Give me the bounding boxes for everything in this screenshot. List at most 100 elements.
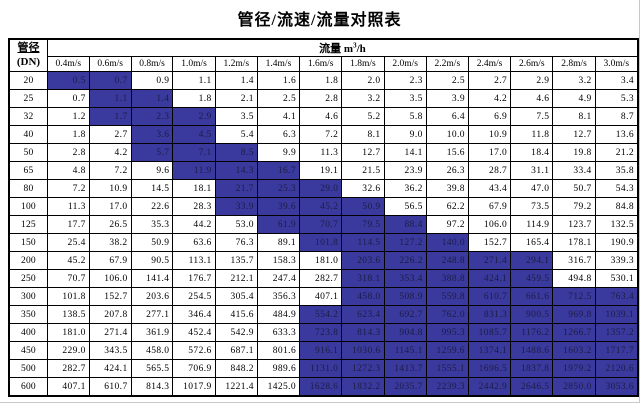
flow-cell: 8.1 [552,107,596,126]
flow-cell: 5.8 [383,107,427,126]
flow-cell: 661.6 [510,287,554,306]
flow-cell: 407.1 [299,287,343,306]
flow-cell: 2.1 [214,89,258,108]
dn-cell: 600 [8,377,48,397]
flow-cell: 141.4 [130,269,174,288]
dn-cell: 500 [8,359,48,378]
flow-cell: 356.3 [256,287,301,306]
flow-cell: 178.1 [552,233,596,252]
flow-cell: 1717.7 [594,341,639,360]
flow-cell: 3.2 [552,71,596,90]
flow-cell: 9.6 [130,161,174,180]
velocity-header: 2.4m/s [467,56,512,72]
flow-cell: 723.8 [299,323,343,342]
flow-cell: 79.2 [552,197,596,216]
flow-cell: 38.2 [88,233,132,252]
flow-cell: 43.4 [467,179,512,198]
velocity-header: 0.4m/s [46,56,90,72]
flow-cell: 2850.0 [552,377,596,397]
flow-cell: 1.8 [172,89,216,108]
flow-cell: 559.8 [425,287,469,306]
flow-cell: 1085.7 [467,323,512,342]
flow-cell: 33.4 [552,161,596,180]
flow-cell: 1603.2 [552,341,596,360]
flow-cell: 70.7 [299,215,343,234]
flow-cell: 4.6 [510,89,554,108]
flow-cell: 26.5 [88,215,132,234]
flow-cell: 2120.6 [594,359,639,378]
flow-cell: 282.7 [46,359,90,378]
velocity-header: 2.8m/s [552,56,596,72]
dn-cell: 40 [8,125,48,144]
flow-cell: 1.6 [256,71,301,90]
flow-cell: 0.7 [46,89,90,108]
flow-cell: 542.9 [214,323,258,342]
flow-rate-superscript: 3 [353,41,357,50]
flow-header-row: 管径 (DN) 流量 m3/h [8,38,639,72]
flow-cell: 212.1 [214,269,258,288]
flow-cell: 176.7 [172,269,216,288]
dn-cell: 100 [8,197,48,216]
flow-cell: 5.4 [214,125,258,144]
dn-cell: 20 [8,71,48,90]
flow-cell: 16.7 [256,161,301,180]
flow-cell: 152.7 [467,233,512,252]
table-row: 150 25.4 38.2 50.9 63.6 76.3 89.1 101.8 114.5 127… [8,233,639,252]
flow-cell: 706.9 [172,359,216,378]
flow-cell: 343.5 [88,341,132,360]
flow-cell: 10.9 [467,125,512,144]
flow-cell: 814.3 [130,377,174,397]
flow-cell: 123.7 [552,215,596,234]
flow-cell: 1259.6 [425,341,469,360]
flow-cell: 114.9 [510,215,554,234]
flow-cell: 203.6 [130,287,174,306]
flow-cell: 7.2 [88,161,132,180]
flow-rate-unit: /h [356,43,366,55]
dn-cell: 350 [8,305,48,324]
dn-cell: 150 [8,233,48,252]
flow-cell: 814.3 [341,323,385,342]
velocity-header: 1.8m/s [341,56,385,72]
flow-cell: 138.5 [46,305,90,324]
flow-cell: 101.8 [46,287,90,306]
flow-cell: 114.5 [341,233,385,252]
table-row: 400 181.0 271.4 361.9 452.4 542.9 633.3 723.8 81… [8,323,639,342]
flow-cell: 3.5 [383,89,427,108]
flow-cell: 132.5 [594,215,639,234]
flow-cell: 32.6 [341,179,385,198]
flow-cell: 388.8 [425,269,469,288]
flow-cell: 63.6 [172,233,216,252]
flow-cell: 89.1 [256,233,301,252]
flow-cell: 18.1 [172,179,216,198]
flow-cell: 2.7 [88,125,132,144]
flow-cell: 39.8 [425,179,469,198]
flow-cell: 346.4 [172,305,216,324]
flow-cell: 248.8 [425,251,469,270]
flow-cell: 318.1 [341,269,385,288]
flow-cell: 4.5 [172,125,216,144]
flow-cell: 25.4 [46,233,90,252]
flow-cell: 3.2 [341,89,385,108]
velocity-header: 2.2m/s [425,56,469,72]
table-row: 500 282.7 424.1 565.5 706.9 848.2 989.6 1131.0 1… [8,359,639,378]
table-row: 250 70.7 106.0 141.4 176.7 212.1 247.4 282.7 318… [8,269,639,288]
flow-cell: 2.5 [256,89,301,108]
flow-cell: 1.1 [172,71,216,90]
flow-cell: 14.3 [214,161,258,180]
flow-rate-label: 流量 m [319,43,354,55]
flow-cell: 158.3 [256,251,301,270]
velocity-header: 0.6m/s [88,56,132,72]
table-row: 200 45.2 67.9 90.5 113.1 135.7 158.3 181.0 203.6… [8,251,639,270]
flow-cell: 1.1 [88,89,132,108]
flow-cell: 127.2 [383,233,427,252]
velocity-header: 1.2m/s [214,56,258,72]
flow-cell: 5.2 [341,107,385,126]
flow-cell: 106.0 [88,269,132,288]
flow-cell: 15.6 [425,143,469,162]
flow-cell: 47.0 [510,179,554,198]
flow-cell: 67.9 [467,197,512,216]
flow-cell: 39.6 [256,197,301,216]
flow-cell: 458.0 [341,287,385,306]
flow-cell: 459.5 [510,269,554,288]
pipe-diameter-label: 管径 [17,41,40,54]
